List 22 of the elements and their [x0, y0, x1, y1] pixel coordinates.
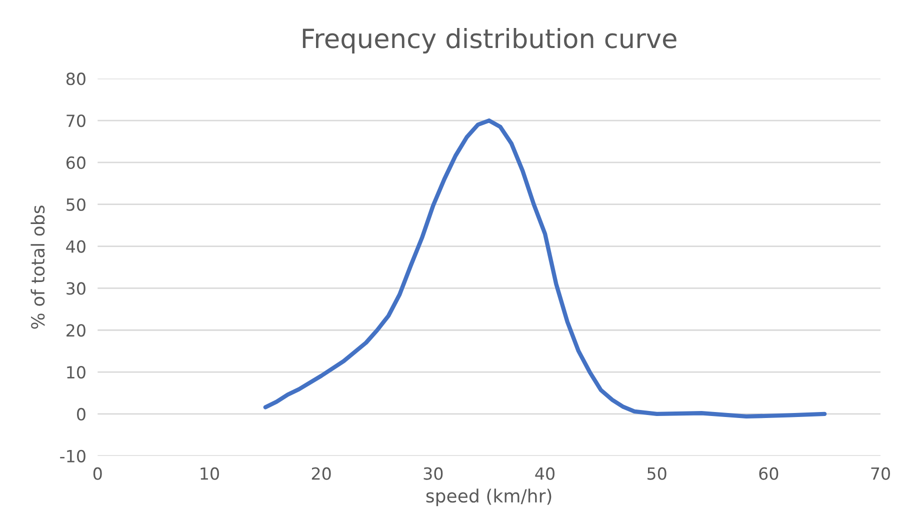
- y-tick-label: 30: [66, 282, 86, 295]
- y-tick-label: 10: [67, 366, 86, 379]
- y-tick-label: 70: [66, 114, 86, 128]
- y-axis-title: % of total obs: [30, 206, 45, 329]
- x-tick-label: 10: [200, 467, 219, 480]
- y-tick-label: 20: [66, 324, 86, 337]
- y-tick-label: 80: [66, 72, 86, 86]
- y-tick-label: -10: [60, 450, 86, 462]
- x-tick-label: 20: [312, 467, 331, 480]
- y-tick-label: 40: [66, 240, 86, 253]
- chart-title: Frequency distribution curve: [302, 28, 676, 54]
- y-tick-label: 60: [66, 156, 86, 170]
- line-series: [263, 118, 827, 419]
- y-tick-label: 0: [77, 408, 86, 421]
- x-tick-label: 60: [759, 467, 778, 480]
- x-tick-label: 70: [871, 467, 890, 480]
- x-axis-title: speed (km/hr): [426, 488, 552, 506]
- x-tick-label: 30: [424, 467, 443, 480]
- y-tick-label: 50: [66, 198, 86, 211]
- x-tick-label: 0: [93, 467, 102, 480]
- x-tick-label: 40: [535, 467, 554, 480]
- x-tick-label: 50: [648, 467, 666, 480]
